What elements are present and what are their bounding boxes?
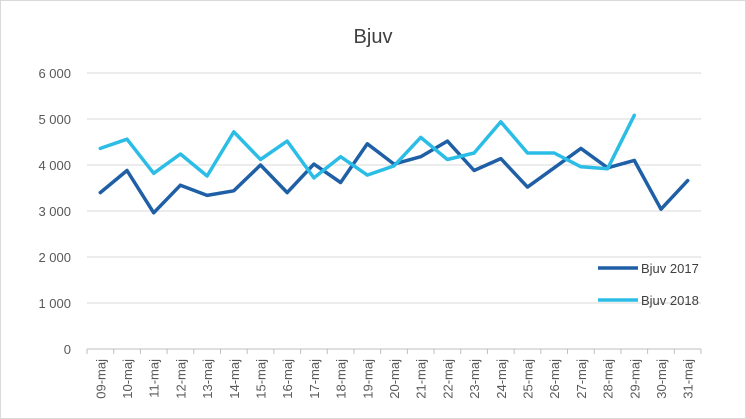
x-tick-label: 09-maj	[93, 359, 108, 399]
series-lines	[98, 113, 690, 215]
x-tick-label: 19-maj	[360, 359, 375, 399]
x-tick-label: 18-maj	[334, 359, 349, 399]
y-tick-label: 1 000	[38, 296, 71, 311]
x-tick-label: 14-maj	[227, 359, 242, 399]
legend: Bjuv 2017 Bjuv 2018	[598, 261, 699, 308]
x-axis-ticks: 09-maj 10-maj 11-maj 12-maj 13-maj 14-maj 15-m…	[93, 359, 695, 399]
x-tick-label: 29-maj	[627, 359, 642, 399]
x-tick-label: 30-maj	[654, 359, 669, 399]
x-tick-label: 28-maj	[601, 359, 616, 399]
x-tick-label: 25-maj	[520, 359, 535, 399]
chart-title: Bjuv	[354, 26, 393, 48]
x-tick-label: 22-maj	[440, 359, 455, 399]
x-tick-label: 17-maj	[307, 359, 322, 399]
x-tick-label: 16-maj	[280, 359, 295, 399]
x-tick-label: 11-maj	[147, 359, 162, 398]
y-tick-label: 0	[64, 342, 71, 357]
x-tick-label: 31-maj	[681, 359, 696, 399]
y-tick-label: 6 000	[38, 66, 71, 81]
gridlines	[86, 72, 702, 354]
y-axis-ticks: 0 1 000 2 000 3 000 4 000 5 000 6 000	[38, 66, 71, 357]
series-line-2	[98, 113, 637, 180]
x-tick-label: 10-maj	[120, 359, 135, 399]
x-tick-label: 24-maj	[494, 359, 509, 399]
x-tick-label: 21-maj	[414, 359, 429, 399]
x-tick-label: 13-maj	[200, 359, 215, 399]
series-line-1	[98, 139, 690, 215]
legend-label-2: Bjuv 2018	[641, 293, 699, 308]
y-tick-label: 5 000	[38, 112, 71, 127]
x-tick-label: 23-maj	[467, 359, 482, 399]
x-tick-label: 12-maj	[173, 359, 188, 399]
y-tick-label: 3 000	[38, 204, 71, 219]
x-tick-label: 15-maj	[254, 359, 269, 399]
y-tick-label: 2 000	[38, 250, 71, 265]
x-tick-label: 26-maj	[547, 359, 562, 399]
x-tick-label: 27-maj	[574, 359, 589, 399]
x-tick-label: 20-maj	[387, 359, 402, 399]
legend-label-1: Bjuv 2017	[641, 261, 699, 276]
y-tick-label: 4 000	[38, 158, 71, 173]
